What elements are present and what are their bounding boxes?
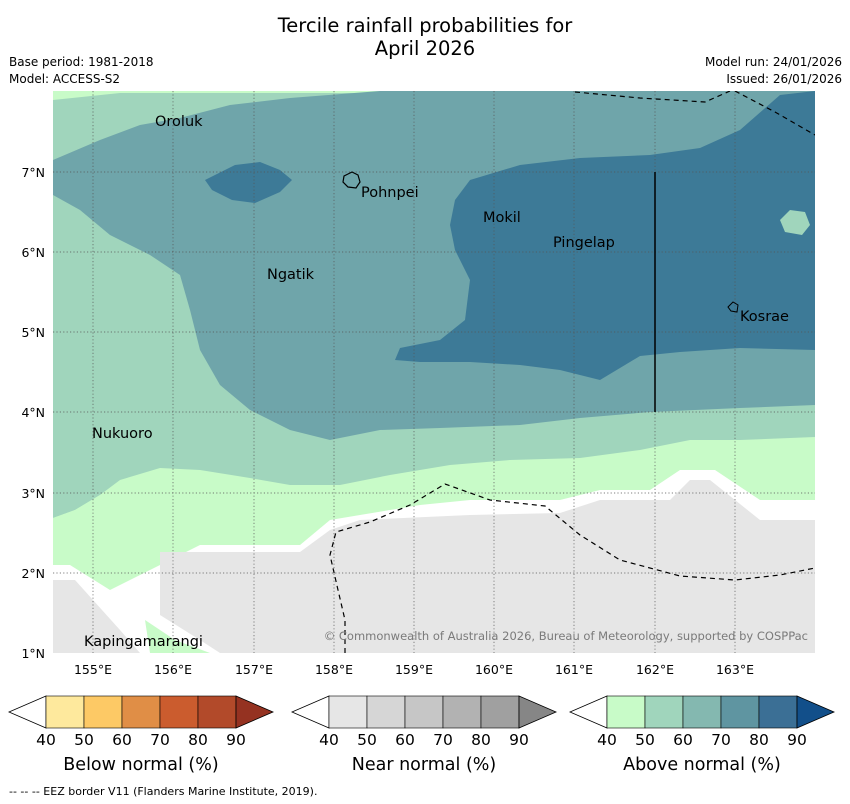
legend-arrow-low bbox=[7, 695, 47, 729]
lon-tick: 161°E bbox=[555, 662, 593, 677]
lat-tick: 3°N bbox=[21, 486, 45, 501]
legend-tick: 60 bbox=[112, 731, 132, 749]
title-line-2: April 2026 bbox=[374, 37, 476, 60]
meta-left: Base period: 1981-2018 Model: ACCESS-S2 bbox=[9, 54, 154, 88]
legend-tick: 70 bbox=[433, 731, 453, 749]
legend-tick: 90 bbox=[226, 731, 246, 749]
lat-tick: 5°N bbox=[21, 325, 45, 340]
legend-tick: 60 bbox=[673, 731, 693, 749]
probability-fields: Oroluk Pohnpei Mokil Pingelap Ngatik Kos… bbox=[53, 91, 815, 653]
map-title: Tercile rainfall probabilities for April… bbox=[0, 14, 850, 60]
legend-swatch bbox=[83, 695, 123, 729]
legend-swatch bbox=[720, 695, 760, 729]
lat-axis: 7°N 6°N 5°N 4°N 3°N 2°N 1°N bbox=[21, 165, 45, 661]
legend-tick: 70 bbox=[150, 731, 170, 749]
legend-swatch bbox=[197, 695, 237, 729]
place-pingelap: Pingelap bbox=[553, 235, 615, 251]
legend-swatch bbox=[45, 695, 85, 729]
eez-footnote: -- -- -- EEZ border V11 (Flanders Marine… bbox=[9, 785, 318, 798]
legend-arrow-high bbox=[235, 695, 275, 729]
legend-tick: 60 bbox=[395, 731, 415, 749]
legend-tick: 90 bbox=[509, 731, 529, 749]
legend-tick: 40 bbox=[36, 731, 56, 749]
legend-swatch bbox=[328, 695, 368, 729]
place-kapingamarangi: Kapingamarangi bbox=[84, 634, 203, 650]
place-pohnpei: Pohnpei bbox=[361, 185, 419, 201]
base-period: Base period: 1981-2018 bbox=[9, 55, 154, 69]
lon-tick: 159°E bbox=[395, 662, 433, 677]
legend-tick: 50 bbox=[74, 731, 94, 749]
lon-tick: 155°E bbox=[74, 662, 112, 677]
legend-tick: 40 bbox=[597, 731, 617, 749]
legend-tick: 70 bbox=[711, 731, 731, 749]
legend-0: 40 50 60 70 80 90 Below normal (%) bbox=[7, 695, 275, 775]
legend-swatch bbox=[404, 695, 444, 729]
legend-2: 40 50 60 70 80 90 Above normal (%) bbox=[568, 695, 836, 775]
place-kosrae: Kosrae bbox=[740, 309, 789, 325]
field-above-40-s bbox=[145, 620, 210, 653]
model-run: Model run: 24/01/2026 bbox=[704, 55, 842, 69]
place-ngatik: Ngatik bbox=[267, 267, 315, 283]
copyright: © Commonwealth of Australia 2026, Bureau… bbox=[324, 629, 808, 643]
lat-tick: 6°N bbox=[21, 245, 45, 260]
legend-tick: 50 bbox=[357, 731, 377, 749]
lat-tick: 4°N bbox=[21, 405, 45, 420]
legend-tick: 90 bbox=[787, 731, 807, 749]
legend-swatch bbox=[159, 695, 199, 729]
gridlines bbox=[53, 91, 815, 653]
lon-tick: 156°E bbox=[154, 662, 192, 677]
eez-borders bbox=[329, 91, 815, 653]
legend-arrow-low bbox=[290, 695, 330, 729]
lat-tick: 7°N bbox=[21, 165, 45, 180]
legends: 40 50 60 70 80 90 Below normal (%) 40 50 60 70 80 90… bbox=[7, 695, 836, 775]
issued-date: Issued: 26/01/2026 bbox=[726, 72, 842, 86]
lon-tick: 158°E bbox=[315, 662, 353, 677]
legend-arrow-high bbox=[796, 695, 836, 729]
legend-swatch bbox=[366, 695, 406, 729]
pohnpei-island bbox=[342, 171, 361, 189]
field-near-normal bbox=[160, 480, 815, 653]
field-above-50-patch bbox=[780, 210, 810, 235]
field-above-70-east bbox=[395, 91, 815, 380]
legend-swatch bbox=[606, 695, 646, 729]
place-mokil: Mokil bbox=[483, 210, 521, 226]
lon-tick: 157°E bbox=[235, 662, 273, 677]
lon-tick: 160°E bbox=[475, 662, 513, 677]
lat-tick: 2°N bbox=[21, 566, 45, 581]
meta-right: Model run: 24/01/2026 Issued: 26/01/2026 bbox=[705, 54, 842, 88]
legend-tick: 50 bbox=[635, 731, 655, 749]
lon-tick: 163°E bbox=[716, 662, 754, 677]
lon-axis: 155°E 156°E 157°E 158°E 159°E 160°E 161°… bbox=[74, 662, 754, 677]
legend-label: Above normal (%) bbox=[623, 755, 781, 775]
field-near-normal-sw bbox=[53, 580, 140, 653]
place-nukuoro: Nukuoro bbox=[92, 426, 153, 442]
legend-swatch bbox=[644, 695, 684, 729]
place-oroluk: Oroluk bbox=[155, 114, 203, 130]
field-above-40-sw bbox=[53, 490, 110, 565]
legend-tick: 80 bbox=[749, 731, 769, 749]
place-labels: Oroluk Pohnpei Mokil Pingelap Ngatik Kos… bbox=[84, 114, 789, 650]
legend-swatch bbox=[442, 695, 482, 729]
legend-swatch bbox=[758, 695, 798, 729]
lon-tick: 162°E bbox=[636, 662, 674, 677]
legend-arrow-low bbox=[568, 695, 608, 729]
legend-swatch bbox=[480, 695, 520, 729]
legend-label: Near normal (%) bbox=[352, 755, 497, 775]
legend-1: 40 50 60 70 80 90 Near normal (%) bbox=[290, 695, 558, 775]
legend-tick: 40 bbox=[319, 731, 339, 749]
lat-tick: 1°N bbox=[21, 646, 45, 661]
kosrae-island bbox=[727, 301, 739, 313]
legend-swatch bbox=[121, 695, 161, 729]
legend-label: Below normal (%) bbox=[63, 755, 218, 775]
model-name: Model: ACCESS-S2 bbox=[9, 72, 121, 86]
legend-tick: 80 bbox=[188, 731, 208, 749]
legend-swatch bbox=[682, 695, 722, 729]
legend-tick: 80 bbox=[471, 731, 491, 749]
title-line-1: Tercile rainfall probabilities for bbox=[277, 14, 573, 37]
legend-arrow-high bbox=[518, 695, 558, 729]
